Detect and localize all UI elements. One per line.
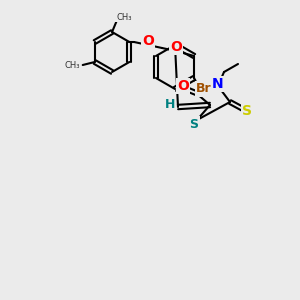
Text: S: S bbox=[242, 104, 252, 118]
Text: Br: Br bbox=[196, 82, 212, 95]
Text: N: N bbox=[212, 77, 224, 91]
Text: CH₃: CH₃ bbox=[116, 13, 132, 22]
Text: O: O bbox=[142, 34, 154, 48]
Text: H: H bbox=[165, 98, 175, 110]
Text: O: O bbox=[170, 40, 182, 54]
Text: CH₃: CH₃ bbox=[65, 61, 80, 70]
Text: O: O bbox=[177, 79, 189, 93]
Text: S: S bbox=[190, 118, 199, 130]
